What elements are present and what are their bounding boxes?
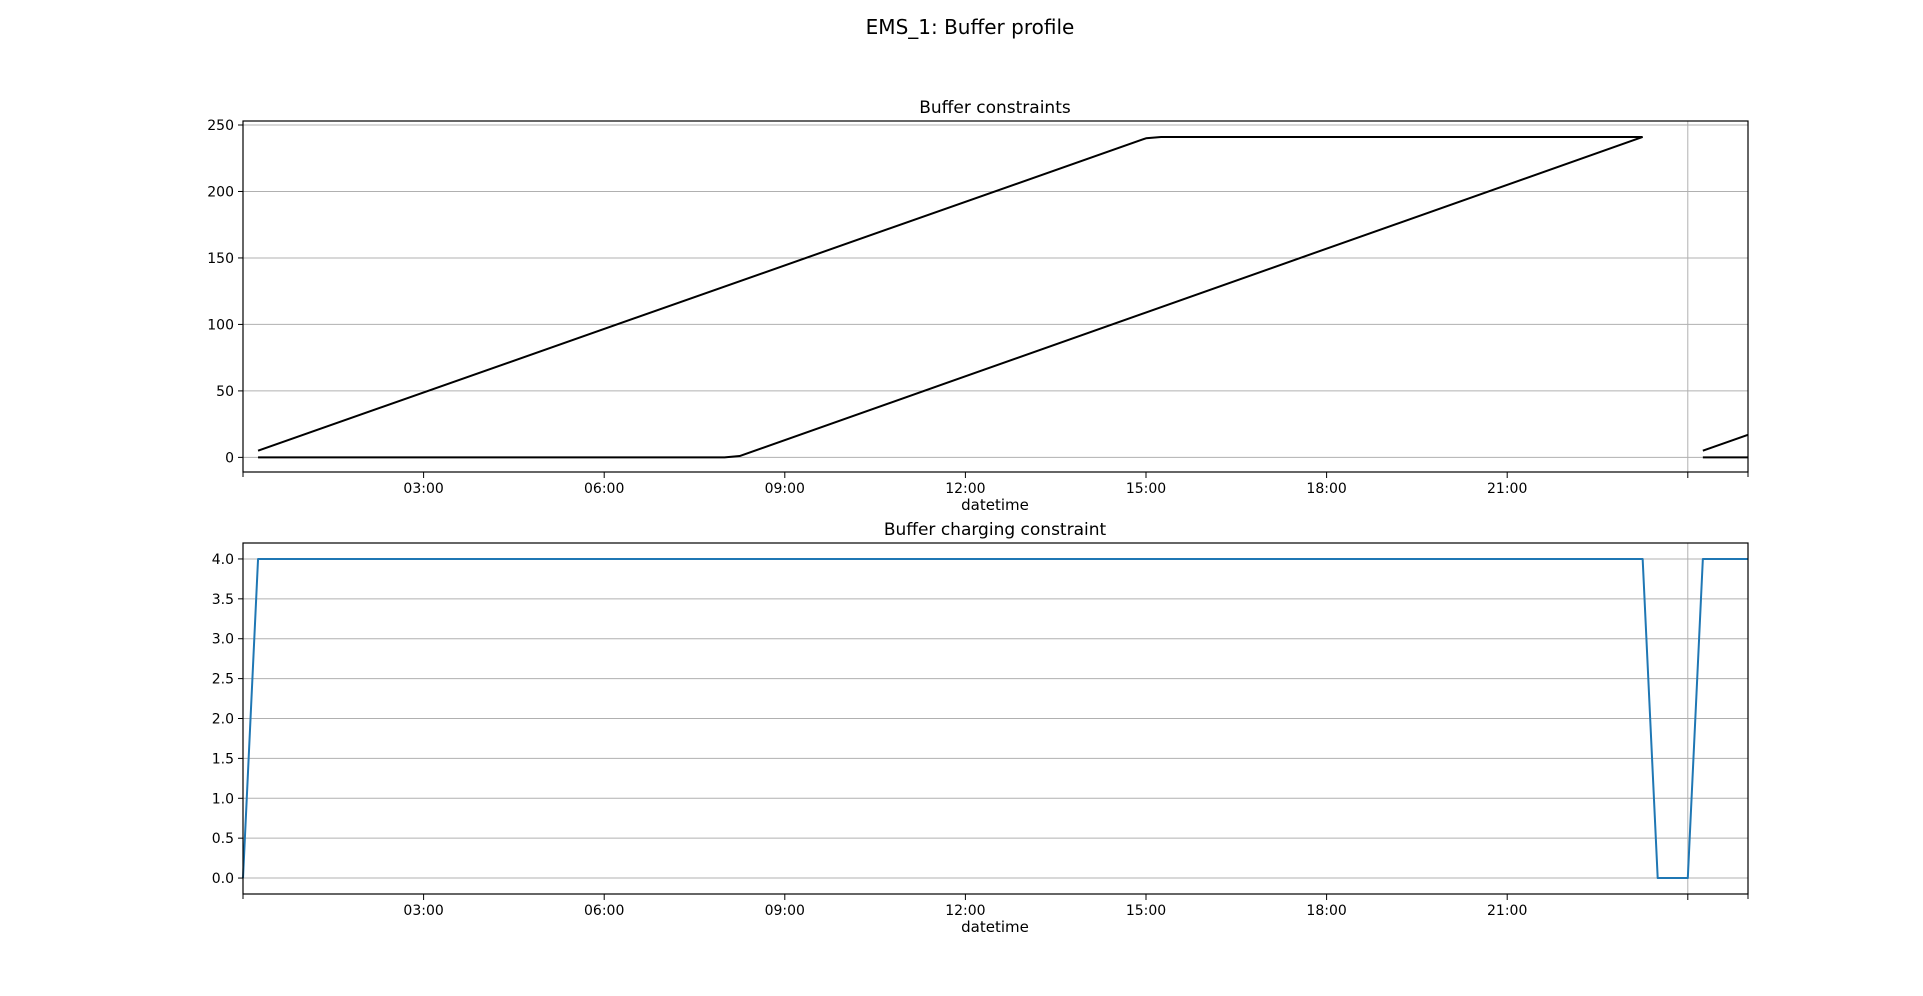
buffer-constraints-y-tick-label-0: 0 — [225, 450, 234, 466]
buffer-charging-x-tick-label-5: 18:00 — [1306, 903, 1346, 919]
buffer-constraints-series-0-segment-1 — [1702, 433, 1749, 452]
figure-title: EMS_1: Buffer profile — [866, 15, 1075, 39]
buffer-charging-x-tick-label-3: 12:00 — [945, 903, 985, 919]
buffer-constraints-xlabel: datetime — [961, 496, 1029, 514]
buffer-constraints-series-1-segment-0 — [258, 136, 1643, 459]
buffer-charging-x-tick-label-0: 03:00 — [403, 903, 443, 919]
buffer-charging-y-tick-label-5: 2.5 — [212, 672, 234, 688]
buffer-charging-x-tick-label-1: 06:00 — [584, 903, 624, 919]
buffer-charging-y-tick-label-7: 3.5 — [212, 592, 234, 608]
buffer-charging-x-tick-label-2: 09:00 — [765, 903, 805, 919]
buffer-charging-x-tick-label-4: 15:00 — [1126, 903, 1166, 919]
buffer-charging-y-tick-label-0: 0.0 — [212, 871, 234, 887]
buffer-charging-y-tick-label-3: 1.5 — [212, 751, 234, 767]
buffer-constraints-frame — [242, 120, 1749, 473]
buffer-constraints-y-tick-label-2: 100 — [207, 317, 234, 333]
buffer-charging-y-tick-label-4: 2.0 — [212, 712, 234, 728]
buffer-charging-y-tick-label-1: 0.5 — [212, 831, 234, 847]
buffer-constraints-x-tick-label-1: 06:00 — [584, 481, 624, 497]
buffer-constraints-x-tick-label-2: 09:00 — [765, 481, 805, 497]
buffer-constraints-x-tick-label-3: 12:00 — [945, 481, 985, 497]
buffer-charging-axes: Buffer charging constraint datetime 0.0 0… — [212, 520, 1749, 936]
buffer-charging-y-tick-label-8: 4.0 — [212, 552, 234, 568]
buffer-charging-series-0-segment-0 — [242, 557, 1748, 880]
buffer-charging-y-tick-label-6: 3.0 — [212, 632, 234, 648]
buffer-constraints-y-tick-label-3: 150 — [207, 251, 234, 267]
buffer-charging-title: Buffer charging constraint — [884, 520, 1107, 540]
buffer-constraints-y-tick-label-4: 200 — [207, 184, 234, 200]
buffer-constraints-x-tick-label-4: 15:00 — [1126, 481, 1166, 497]
buffer-constraints-x-tick-label-0: 03:00 — [403, 481, 443, 497]
buffer-constraints-series-0-segment-0 — [257, 135, 1643, 452]
buffer-constraints-y-tick-label-1: 50 — [216, 384, 234, 400]
buffer-constraints-title: Buffer constraints — [919, 98, 1071, 118]
buffer-constraints-y-tick-label-5: 250 — [207, 118, 234, 134]
buffer-charging-y-tick-label-2: 1.0 — [212, 791, 234, 807]
buffer-charging-xlabel: datetime — [961, 918, 1029, 936]
buffer-constraints-x-tick-label-6: 21:00 — [1487, 481, 1527, 497]
buffer-constraints-x-tick-label-5: 18:00 — [1306, 481, 1346, 497]
buffer-constraints-axes: Buffer constraints datetime 0 50 100 150 200… — [207, 98, 1749, 514]
buffer-charging-x-tick-label-6: 21:00 — [1487, 903, 1527, 919]
